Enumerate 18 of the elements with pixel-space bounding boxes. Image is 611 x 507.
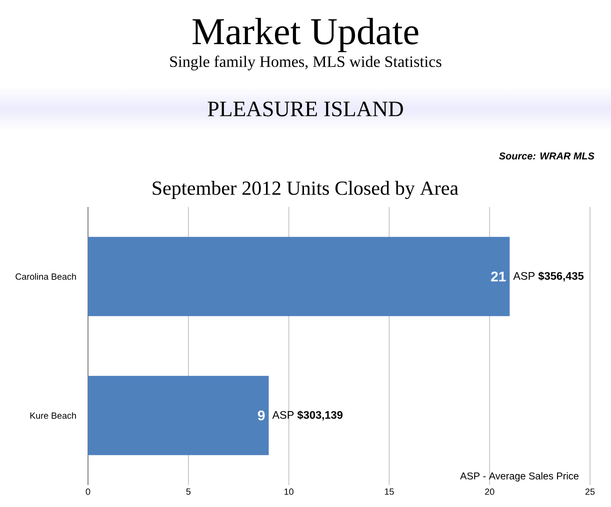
data-label: 21 bbox=[491, 272, 506, 282]
chart-title: September 2012 Units Closed by Area bbox=[152, 180, 458, 200]
x-tick-label: 0 bbox=[86, 488, 90, 495]
x-tick-label: 15 bbox=[384, 488, 394, 495]
chart-subtitle: Single family Homes, MLS wide Statistics bbox=[170, 56, 442, 70]
annotation: ASP - Average Sales Price bbox=[460, 472, 578, 482]
source-note: Source: WRAR MLS bbox=[499, 152, 594, 160]
x-tick-label: 5 bbox=[186, 488, 191, 495]
data-label: 9 bbox=[258, 410, 265, 420]
y-tick-label: Kure Beach bbox=[30, 412, 76, 419]
text: Market Update bbox=[192, 18, 418, 52]
annotation: ASP $356,435 bbox=[513, 272, 584, 282]
y-tick-label: Carolina Beach bbox=[16, 273, 76, 280]
annotation: ASP $303,139 bbox=[272, 410, 343, 420]
text: PLEASURE ISLAND bbox=[208, 102, 403, 116]
x-tick-label: 10 bbox=[284, 488, 294, 495]
x-tick-label: 25 bbox=[585, 488, 595, 495]
x-tick-label: 20 bbox=[485, 488, 494, 495]
